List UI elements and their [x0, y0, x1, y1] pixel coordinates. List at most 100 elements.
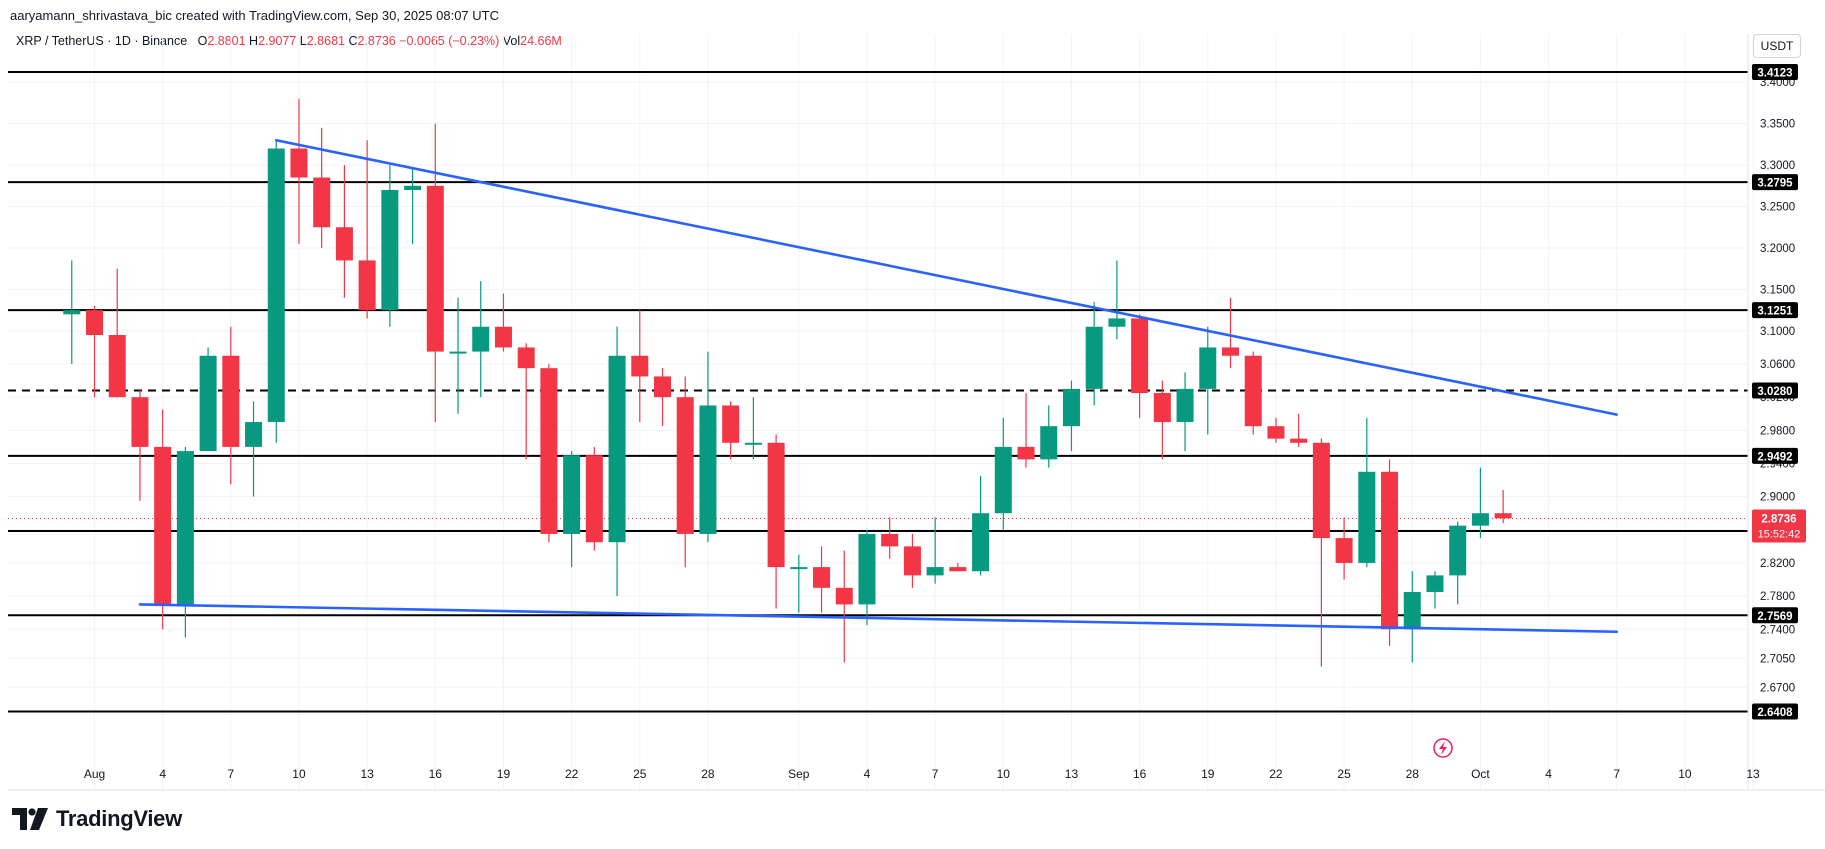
candle-down	[517, 343, 535, 460]
level-tag	[1752, 607, 1798, 624]
candle-up	[608, 326, 626, 597]
change-value: −0.0065 (−0.23%)	[399, 34, 500, 48]
y-tick-label: 2.6700	[1760, 682, 1795, 694]
candle-body	[1471, 513, 1489, 526]
currency-selector[interactable]: USDT	[1753, 34, 1801, 58]
candle-body	[222, 355, 240, 447]
candle-body	[949, 567, 967, 572]
candle-body	[813, 567, 831, 588]
x-tick-label: 25	[633, 767, 647, 781]
x-tick-label: 28	[1406, 767, 1420, 781]
candle-body	[86, 310, 103, 336]
x-tick-label: 4	[1545, 767, 1552, 781]
candle-down	[1244, 351, 1262, 435]
candle-up	[267, 140, 285, 443]
candle-body	[563, 455, 581, 534]
candle-up	[858, 529, 876, 626]
level-tag-label: 2.9492	[1757, 451, 1792, 463]
candle-body	[1153, 393, 1171, 423]
y-tick-label: 2.9000	[1760, 492, 1795, 504]
symbol-name[interactable]: XRP / TetherUS · 1D · Binance	[16, 34, 188, 48]
x-tick-label: 28	[701, 767, 715, 781]
candle-down	[1153, 380, 1171, 460]
candle-up	[176, 446, 194, 638]
open-value: 2.8801	[207, 34, 246, 48]
candle-up	[1085, 301, 1103, 406]
candle-down	[1335, 517, 1353, 580]
current-price-label: 2.8736	[1761, 514, 1796, 526]
candle-body	[540, 368, 558, 534]
countdown-label: 15:52:42	[1758, 529, 1801, 541]
candle-down	[949, 562, 967, 572]
candle-body	[290, 148, 308, 178]
candle-up	[1108, 260, 1126, 340]
candle-body	[1426, 575, 1444, 592]
candle-body	[1267, 426, 1285, 439]
candle-body	[1290, 438, 1308, 443]
level-tag	[1752, 703, 1798, 720]
x-tick-label: 13	[1746, 767, 1760, 781]
candle-down	[1017, 393, 1035, 468]
x-tick-label: 10	[292, 767, 306, 781]
candle-body	[426, 185, 444, 352]
x-tick-label: 22	[565, 767, 579, 781]
candle-body	[358, 260, 376, 311]
tradingview-logo[interactable]: TradingView	[12, 806, 182, 832]
candle-up	[381, 165, 399, 327]
x-tick-label: 4	[159, 767, 166, 781]
candle-body	[1040, 426, 1058, 460]
candle-body	[654, 376, 671, 398]
candle-down	[835, 550, 853, 663]
candle-down	[676, 376, 694, 568]
x-tick-label: 7	[227, 767, 234, 781]
alert-bolt-icon[interactable]	[1433, 738, 1453, 758]
candle-body	[131, 397, 149, 447]
candle-up	[245, 401, 263, 497]
candle-down	[767, 434, 785, 609]
candle-down	[1381, 459, 1399, 646]
candle-down	[131, 388, 149, 501]
y-tick-label: 3.1500	[1760, 284, 1795, 296]
x-tick-label: 25	[1337, 767, 1351, 781]
candle-body	[494, 326, 512, 348]
candle-body	[767, 442, 785, 568]
close-label: C	[348, 34, 358, 48]
candle-down	[222, 326, 240, 485]
candle-body	[63, 310, 81, 315]
candle-up	[699, 351, 717, 543]
candles	[63, 98, 1512, 667]
high-label: H	[249, 34, 259, 48]
candle-body	[313, 177, 331, 228]
low-value: 2.8681	[306, 34, 345, 48]
upper-trendline	[274, 138, 1619, 416]
candle-up	[1426, 571, 1444, 609]
x-tick-label: 22	[1269, 767, 1283, 781]
candle-down	[1222, 297, 1239, 369]
price-tags: 3.41233.27953.12513.02802.94922.85852.75…	[1752, 64, 1806, 720]
level-tag-label: 3.4123	[1757, 68, 1792, 80]
alert-icon-bolt	[1439, 741, 1447, 755]
candle-body	[199, 355, 217, 452]
candle-body	[472, 326, 490, 352]
candle-body	[994, 446, 1012, 514]
y-tick-label: 3.3000	[1760, 160, 1795, 172]
candle-up	[472, 281, 490, 398]
candle-body	[1335, 538, 1353, 563]
x-tick-label: 7	[1613, 767, 1620, 781]
y-tick-label: 2.8200	[1760, 558, 1795, 570]
candle-body	[108, 335, 126, 398]
current-price-tag	[1752, 509, 1806, 543]
volume-label: Vol	[502, 34, 521, 48]
x-tick-label: 19	[1201, 767, 1215, 781]
candle-down	[813, 546, 831, 613]
y-tick-label: 3.2500	[1760, 202, 1795, 214]
candle-body	[154, 446, 172, 605]
candle-body	[631, 355, 649, 377]
candle-body	[1403, 591, 1421, 630]
candle-body	[1017, 446, 1035, 460]
y-tick-label: 2.7800	[1760, 591, 1795, 603]
candle-body	[245, 422, 263, 447]
x-tick-label: Sep	[788, 767, 810, 781]
y-tick-label: 2.9800	[1760, 425, 1795, 437]
